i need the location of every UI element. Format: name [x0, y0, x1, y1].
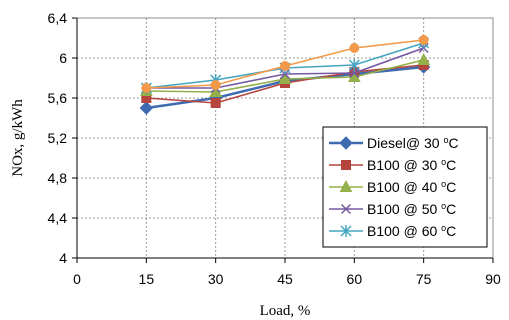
legend-entry: B100 @ 30 oC — [329, 157, 456, 173]
legend-label: B100 @ 60 oC — [367, 223, 456, 239]
x-tick-label: 75 — [416, 271, 432, 287]
data-point — [418, 35, 429, 45]
y-tick-label: 4,4 — [48, 210, 68, 226]
legend-entry: B100 @ 60 oC — [329, 223, 456, 239]
data-point — [139, 101, 154, 115]
data-point — [278, 71, 292, 84]
series-group — [139, 35, 431, 115]
data-point — [349, 67, 360, 79]
legend-marker — [340, 203, 352, 215]
data-point — [280, 61, 290, 71]
legend-marker — [339, 136, 353, 150]
y-tick-label: 4 — [59, 250, 67, 266]
legend-entry: Diesel@ 30 oC — [329, 135, 459, 151]
x-tick-label: 60 — [347, 271, 363, 287]
x-tick-label: 30 — [208, 271, 224, 287]
y-tick-label: 6,4 — [48, 10, 68, 26]
data-point — [417, 52, 430, 65]
axes — [72, 17, 494, 263]
x-axis-title: Load, % — [260, 303, 311, 319]
data-point — [349, 43, 360, 53]
legend-entry: B100 @ 40 oC — [329, 179, 456, 195]
legend-label: B100 @ 50 oC — [367, 201, 456, 217]
legend-label: B100 @ 30 oC — [367, 157, 456, 173]
x-tick-label: 15 — [139, 271, 155, 287]
tick-labels: 0 15 30 45 60 75 90 4 4,4 4,8 5,2 5,6 6 6,4 — [48, 10, 501, 287]
legend-marker — [339, 179, 353, 192]
legend-marker — [340, 225, 352, 237]
x-tick-label: 90 — [485, 271, 501, 287]
series-5 — [141, 35, 429, 93]
x-tick-label: 0 — [73, 271, 81, 287]
legend-label: Diesel@ 30 oC — [367, 135, 459, 151]
data-point — [348, 59, 360, 71]
y-tick-label: 4,8 — [48, 170, 68, 186]
y-tick-label: 5,2 — [48, 130, 68, 146]
x-tick-label: 45 — [277, 271, 293, 287]
legend: Diesel@ 30 oC B100 @ 30 oC B100 @ 40 oC B10… — [322, 126, 488, 248]
y-tick-label: 6 — [59, 50, 67, 66]
data-point — [141, 83, 152, 93]
legend-entry: B100 @ 50 oC — [329, 201, 456, 217]
y-tick-label: 5,6 — [48, 90, 68, 106]
data-point — [210, 80, 221, 90]
legend-marker — [341, 160, 351, 170]
legend-label: B100 @ 40 oC — [367, 179, 456, 195]
data-point — [210, 98, 221, 108]
y-axis-title: NOx, g/kWh — [10, 99, 26, 177]
